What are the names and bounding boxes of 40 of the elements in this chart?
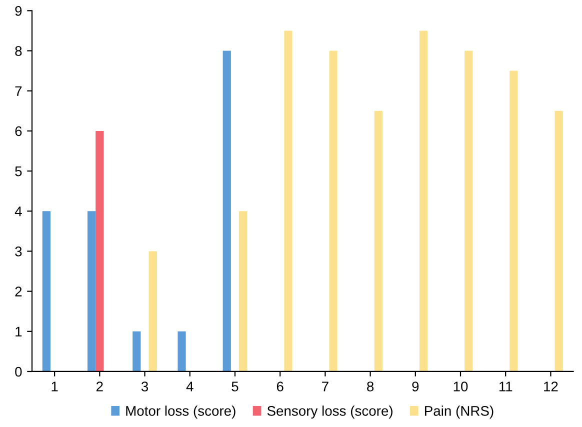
x-tick-label: 3 <box>141 382 148 392</box>
y-tick-label: 1 <box>16 326 22 336</box>
x-tick-label: 2 <box>96 382 103 392</box>
y-tick-label: 6 <box>15 126 22 136</box>
bar <box>329 50 338 372</box>
x-tick-label: 12 <box>544 382 558 392</box>
bar <box>284 30 292 372</box>
y-tick-label: 5 <box>15 166 22 176</box>
bar <box>464 50 473 372</box>
y-tick-label: 7 <box>15 86 22 96</box>
x-tick-label: 8 <box>367 382 374 392</box>
bar <box>510 70 518 372</box>
y-tick-label: 0 <box>15 366 22 377</box>
y-tick-label: 9 <box>15 6 22 16</box>
y-tick-label: 2 <box>15 286 22 296</box>
y-tick-label: 8 <box>15 46 22 56</box>
x-tick-label: 1 <box>52 382 58 392</box>
bar <box>96 130 104 372</box>
x-tick-label: 4 <box>186 382 194 392</box>
bar <box>87 211 96 372</box>
bar <box>148 251 157 372</box>
x-tick-label: 6 <box>276 382 284 392</box>
x-tick-label: 10 <box>454 382 468 392</box>
bar <box>374 110 382 372</box>
bar <box>554 110 563 372</box>
bar <box>419 30 428 372</box>
bar <box>132 331 141 372</box>
bar <box>178 331 186 372</box>
legend-label: Motor loss (score) <box>126 406 236 419</box>
y-tick-label: 4 <box>14 206 22 216</box>
bar <box>42 211 51 372</box>
x-tick-label: 5 <box>232 382 238 392</box>
x-tick-label: 7 <box>322 382 328 392</box>
x-tick-label: 9 <box>412 382 419 392</box>
bar <box>222 50 231 372</box>
legend-label: Pain (NRS) <box>425 406 494 419</box>
x-tick-label: 11 <box>499 382 512 392</box>
bar <box>239 211 248 372</box>
y-tick-label: 3 <box>15 246 22 256</box>
legend-label: Sensory loss (score) <box>267 406 392 419</box>
